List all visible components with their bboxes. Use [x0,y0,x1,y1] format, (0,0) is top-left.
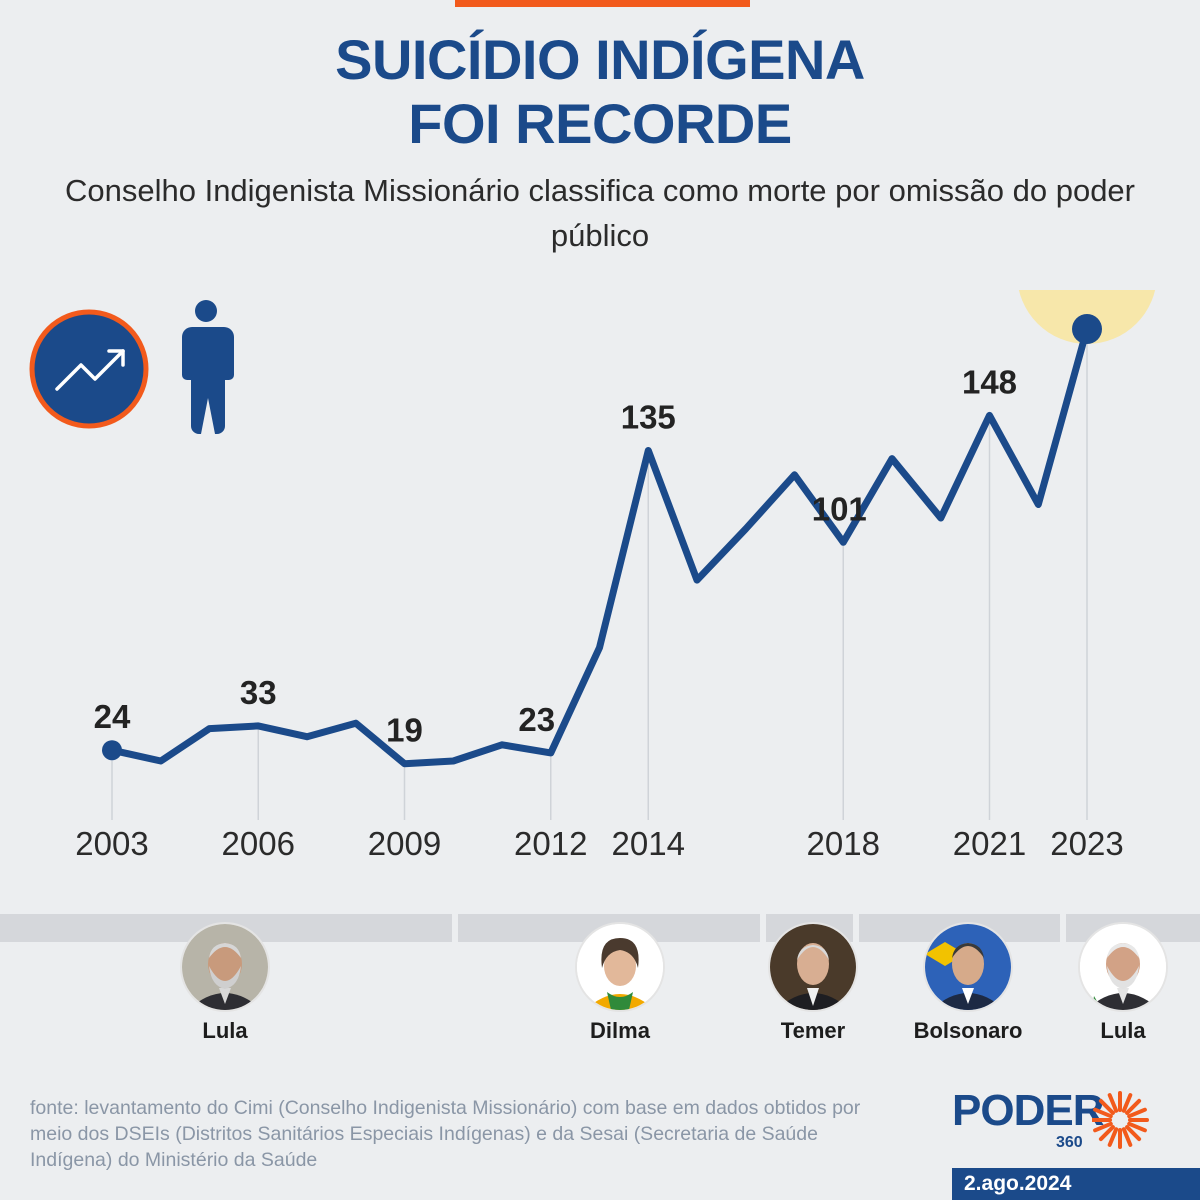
sun-ray [1098,1098,1115,1115]
avatar [923,922,1013,1012]
sun-ray [1098,1125,1115,1142]
poder360-logo: PODER 360 [952,1086,1182,1158]
president-name: Lula [202,1018,248,1043]
end-marker [1072,314,1102,344]
president-lula-2: Lula [1048,922,1198,1044]
title-line-2: FOI RECORDE [408,92,792,155]
top-accent-bar [455,0,750,7]
avatar [180,922,270,1012]
start-marker [102,740,122,761]
x-tick-label: 2009 [368,825,441,862]
sun-ray [1125,1125,1142,1142]
president-lula-1: Lula [150,922,300,1044]
data-label: 24 [94,698,131,735]
trend-up-icon [29,309,149,429]
avatar [768,922,858,1012]
title-line-1: SUICÍDIO INDÍGENA [335,28,865,91]
page-title: SUICÍDIO INDÍGENA FOI RECORDE [0,28,1200,156]
source-note: fonte: levantamento do Cimi (Conselho In… [30,1097,861,1171]
x-tick-label: 2018 [807,825,880,862]
sun-ray [1093,1107,1113,1119]
sun-ray [1127,1107,1147,1119]
x-tick-label: 2003 [75,825,148,862]
avatar [1078,922,1168,1012]
data-label: 101 [812,490,867,527]
x-tick-label: 2006 [222,825,295,862]
x-tick-label: 2021 [953,825,1026,862]
sun-ray [1121,1093,1133,1113]
president-name: Temer [780,1018,846,1043]
avatar [575,922,665,1012]
president-name: Lula [1100,1018,1146,1043]
line-chart: 24 33 19 23 135 101 148 180 2003 2006 2009 2012 201… [75,290,1156,862]
x-tick-label: 2023 [1050,825,1123,862]
president-temer: Temer [738,922,888,1044]
x-tick-label: 2014 [612,825,685,862]
sun-icon [1092,1091,1149,1149]
sun-ray [1127,1121,1147,1133]
sun-ray [1125,1098,1142,1115]
sun-ray [1121,1127,1133,1147]
page-subtitle: Conselho Indigenista Missionário classif… [64,173,1135,253]
data-label: 180 [1055,290,1118,294]
president-dilma: Dilma [545,922,695,1044]
date-badge: 2.ago.2024 [952,1168,1200,1200]
logo-subtext: 360 [1056,1134,1083,1151]
data-label: 23 [518,701,555,738]
president-name: Dilma [590,1018,650,1043]
series-line [108,325,1091,768]
logo-text: PODER [952,1086,1104,1135]
data-label: 33 [240,674,277,711]
sun-ray [1107,1093,1119,1113]
president-name: Bolsonaro [913,1018,1023,1043]
data-label: 148 [962,363,1017,400]
data-label: 135 [621,399,676,436]
sun-ray [1107,1127,1119,1147]
sun-ray [1093,1121,1113,1133]
x-tick-label: 2012 [514,825,587,862]
president-bolsonaro: Bolsonaro [893,922,1043,1044]
person-icon [182,300,234,434]
data-label: 19 [386,712,423,749]
